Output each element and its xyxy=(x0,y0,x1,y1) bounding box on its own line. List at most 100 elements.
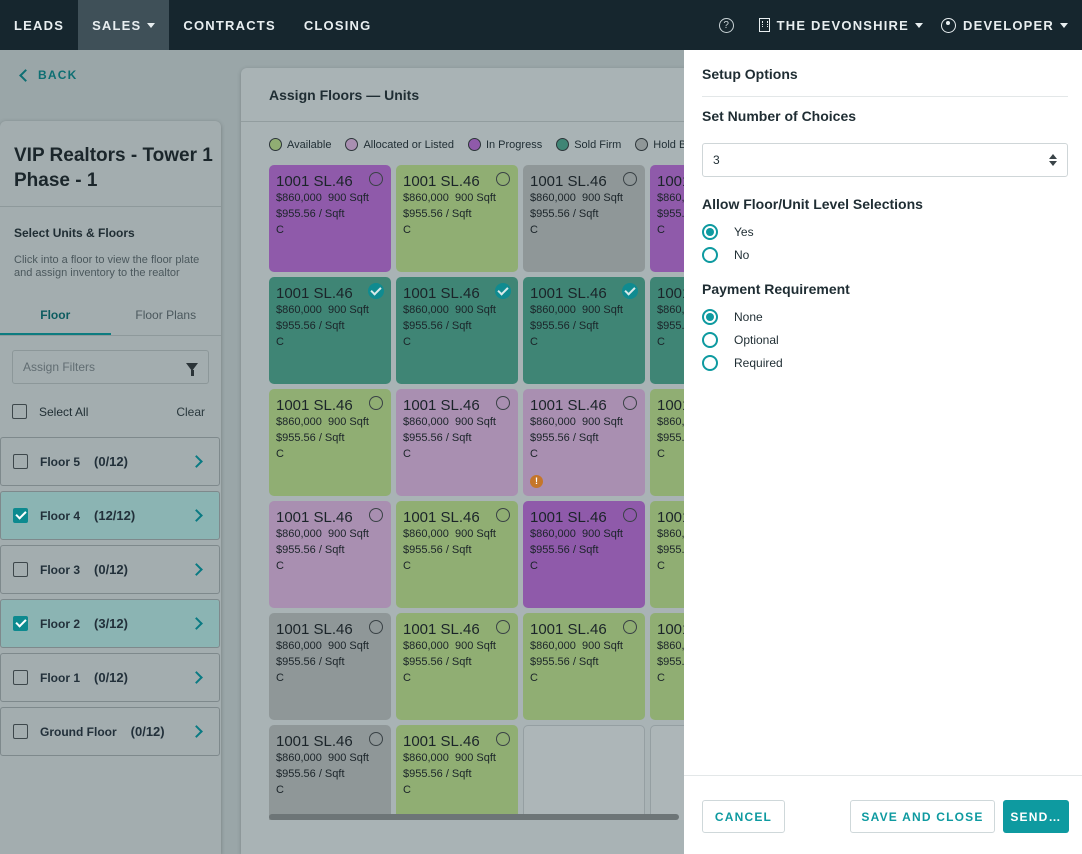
unit-select-radio[interactable] xyxy=(496,508,510,522)
unit-card[interactable]: 1001 SL.46$860,000 900 Sqft$955.56 / Sqf… xyxy=(523,389,645,496)
back-link[interactable]: BACK xyxy=(19,68,77,82)
spinner-icon[interactable] xyxy=(1049,154,1057,166)
choices-number-input[interactable]: 3 xyxy=(702,143,1068,177)
radio-yes[interactable] xyxy=(702,224,718,240)
divider xyxy=(241,121,701,122)
unit-select-radio[interactable] xyxy=(496,620,510,634)
unit-price: $860,000 xyxy=(276,416,322,428)
select-all-checkbox[interactable] xyxy=(12,404,27,419)
checked-icon[interactable] xyxy=(495,283,511,299)
chevron-right-icon[interactable] xyxy=(190,455,203,468)
unit-card[interactable]: 1001 SL.46$860,000 900 Sqft$955.56 / Sqf… xyxy=(523,501,645,608)
allow-option-yes[interactable]: Yes xyxy=(702,224,754,240)
unit-code: C xyxy=(657,336,665,348)
floor-row[interactable]: Floor 1 (0/12) xyxy=(0,653,220,702)
unit-card[interactable]: 1001 SL.46$860,000 900 Sqft$955.56 / Sqf… xyxy=(269,725,391,820)
cancel-button[interactable]: CANCEL xyxy=(702,800,785,833)
unit-card[interactable]: 1001 SL.46$860,000 900 Sqft$955.56 / Sqf… xyxy=(523,613,645,720)
legend-swatch xyxy=(269,138,282,151)
nav-contracts[interactable]: CONTRACTS xyxy=(183,17,276,33)
unit-card[interactable]: 1001 SL.46$860,000 900 Sqft$955.56 / Sqf… xyxy=(396,725,518,820)
send-button[interactable]: SEND… xyxy=(1003,800,1069,833)
floor-row[interactable]: Floor 2 (3/12) xyxy=(0,599,220,648)
floor-row[interactable]: Floor 3 (0/12) xyxy=(0,545,220,594)
chevron-right-icon[interactable] xyxy=(190,509,203,522)
unit-select-radio[interactable] xyxy=(496,732,510,746)
unit-select-radio[interactable] xyxy=(623,172,637,186)
unit-sqft: 900 Sqft xyxy=(582,192,623,204)
unit-select-radio[interactable] xyxy=(369,396,383,410)
unit-select-radio[interactable] xyxy=(369,508,383,522)
checked-icon[interactable] xyxy=(622,283,638,299)
floor-row[interactable]: Floor 5 (0/12) xyxy=(0,437,220,486)
floor-row[interactable]: Ground Floor (0/12) xyxy=(0,707,220,756)
radio-none[interactable] xyxy=(702,309,718,325)
payment-option-optional[interactable]: Optional xyxy=(702,332,779,348)
unit-card[interactable]: 1001 SL.46$860,000 900 Sqft$955.56 / Sqf… xyxy=(269,165,391,272)
payment-requirement-label: Payment Requirement xyxy=(702,281,850,297)
tab-floor-plans[interactable]: Floor Plans xyxy=(135,308,197,322)
floor-row[interactable]: Floor 4 (12/12) xyxy=(0,491,220,540)
floor-checkbox[interactable] xyxy=(13,508,28,523)
left-panel: VIP Realtors - Tower 1 Phase - 1 Select … xyxy=(0,121,221,854)
unit-select-radio[interactable] xyxy=(369,732,383,746)
tab-floor[interactable]: Floor xyxy=(0,298,111,335)
save-and-close-button[interactable]: SAVE AND CLOSE xyxy=(850,800,995,833)
unit-price-per-sqft: $955.56 / Sqft xyxy=(403,656,472,668)
unit-card[interactable]: 1001 SL.46$860,000 900 Sqft$955.56 / Sqf… xyxy=(269,389,391,496)
horizontal-scrollbar[interactable] xyxy=(269,814,679,820)
unit-card[interactable]: 1001 SL.46$860,000 900 Sqft$955.56 / Sqf… xyxy=(269,501,391,608)
legend-label: Hold B xyxy=(653,138,687,151)
unit-select-radio[interactable] xyxy=(496,396,510,410)
payment-option-none[interactable]: None xyxy=(702,309,763,325)
unit-card[interactable]: 1001 SL.46$860,000 900 Sqft$955.56 / Sqf… xyxy=(269,277,391,384)
unit-card[interactable]: 1001 SL.46$860,000 900 Sqft$955.56 / Sqf… xyxy=(396,501,518,608)
nav-leads[interactable]: LEADS xyxy=(14,17,65,33)
unit-card[interactable]: 1001 SL.46$860,000 900 Sqft$955.56 / Sqf… xyxy=(396,165,518,272)
checked-icon[interactable] xyxy=(368,283,384,299)
chevron-right-icon[interactable] xyxy=(190,617,203,630)
unit-name: 1001 SL.46 xyxy=(276,733,353,750)
status-legend: Available Allocated or Listed In Progress S… xyxy=(269,138,700,151)
unit-select-radio[interactable] xyxy=(623,396,637,410)
filter-icon[interactable] xyxy=(186,363,198,376)
floor-checkbox[interactable] xyxy=(13,562,28,577)
unit-card[interactable]: 1001 SL.46$860,000 900 Sqft$955.56 / Sqf… xyxy=(396,277,518,384)
radio-optional[interactable] xyxy=(702,332,718,348)
floor-checkbox[interactable] xyxy=(13,454,28,469)
clear-button[interactable]: Clear xyxy=(176,404,205,419)
unit-price-per-sqft: $955.56 / Sqft xyxy=(530,320,599,332)
unit-card[interactable]: 1001 SL.46$860,000 900 Sqft$955.56 / Sqf… xyxy=(523,277,645,384)
unit-select-radio[interactable] xyxy=(369,620,383,634)
unit-select-radio[interactable] xyxy=(369,172,383,186)
user-menu[interactable]: DEVELOPER xyxy=(932,0,1082,50)
assign-filters-input[interactable]: Assign Filters xyxy=(12,350,209,384)
radio-no[interactable] xyxy=(702,247,718,263)
top-nav: LEADS SALES CONTRACTS CLOSING ? THE DEVO… xyxy=(0,0,1082,50)
legend-item: In Progress xyxy=(467,138,542,151)
help-icon[interactable]: ? xyxy=(718,17,734,33)
nav-closing[interactable]: CLOSING xyxy=(303,17,372,33)
unit-card[interactable]: 1001 SL.46$860,000 900 Sqft$955.56 / Sqf… xyxy=(396,389,518,496)
nav-right: ? THE DEVONSHIRE DEVELOPER xyxy=(718,0,1082,50)
unit-select-radio[interactable] xyxy=(623,508,637,522)
panel-title: Assign Floors — Units xyxy=(269,87,420,103)
radio-required[interactable] xyxy=(702,355,718,371)
unit-price-per-sqft: $955.56 / Sqft xyxy=(530,432,599,444)
payment-option-required[interactable]: Required xyxy=(702,355,783,371)
chevron-right-icon[interactable] xyxy=(190,671,203,684)
unit-card[interactable]: 1001 SL.46$860,000 900 Sqft$955.56 / Sqf… xyxy=(523,165,645,272)
allow-option-no[interactable]: No xyxy=(702,247,749,263)
nav-sales[interactable]: SALES xyxy=(78,0,170,50)
floor-checkbox[interactable] xyxy=(13,670,28,685)
unit-card[interactable]: 1001 SL.46$860,000 900 Sqft$955.56 / Sqf… xyxy=(396,613,518,720)
building-selector[interactable]: THE DEVONSHIRE xyxy=(750,0,932,50)
unit-name: 1001 SL.46 xyxy=(530,397,607,414)
unit-card[interactable]: 1001 SL.46$860,000 900 Sqft$955.56 / Sqf… xyxy=(269,613,391,720)
floor-checkbox[interactable] xyxy=(13,724,28,739)
unit-select-radio[interactable] xyxy=(496,172,510,186)
chevron-right-icon[interactable] xyxy=(190,725,203,738)
chevron-right-icon[interactable] xyxy=(190,563,203,576)
floor-checkbox[interactable] xyxy=(13,616,28,631)
unit-select-radio[interactable] xyxy=(623,620,637,634)
